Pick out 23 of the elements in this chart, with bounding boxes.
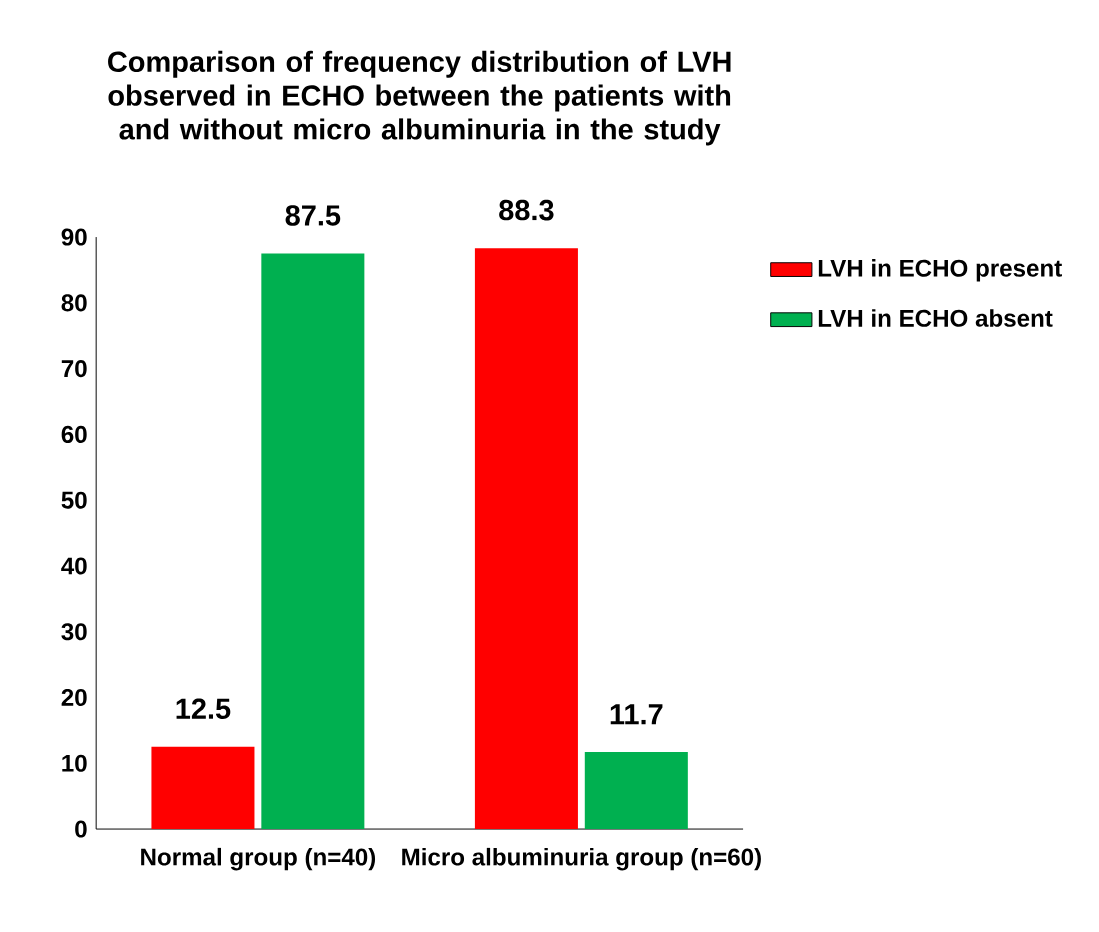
y-tick-label: 90 <box>61 228 87 246</box>
y-tick-label: 30 <box>61 623 87 641</box>
data-label: 11.7 <box>610 704 663 725</box>
data-label: 88.3 <box>499 199 554 221</box>
bar <box>151 746 255 830</box>
y-tick-label: 40 <box>61 557 87 575</box>
y-tick-label: 80 <box>61 294 87 312</box>
y-tick-label: 10 <box>62 754 87 772</box>
bar <box>474 248 578 830</box>
legend-label: LVH in ECHO present <box>818 259 1062 282</box>
data-label: 87.5 <box>285 205 341 226</box>
y-tick-label: 60 <box>61 425 87 443</box>
y-tick-label: 20 <box>61 688 87 706</box>
y-tick-label: 70 <box>61 360 87 378</box>
bar <box>261 253 365 830</box>
x-tick-label: Micro albuminuria group (n=60) <box>402 847 761 871</box>
legend-label: LVH in ECHO absent <box>818 309 1053 327</box>
data-label: 12.5 <box>176 698 231 719</box>
y-tick-label: 50 <box>61 491 87 509</box>
x-tick-label: Normal group (n=40) <box>141 847 376 871</box>
bar <box>584 752 688 830</box>
y-tick-label: 0 <box>75 820 87 838</box>
chart-title: Comparison of frequency distribution of LVH observed in ECHO between the patients with and without micro albuminuria in the study <box>108 50 731 146</box>
